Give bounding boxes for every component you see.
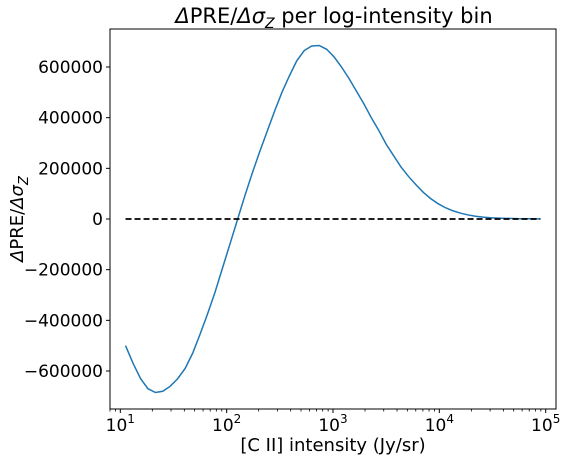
x-tick-label: 105 <box>531 412 560 436</box>
y-axis-label: ΔPRE/ΔσZ <box>7 175 32 264</box>
svg-text:ΔPRE/ΔσZ: ΔPRE/ΔσZ <box>7 175 32 264</box>
y-tick-label: 0 <box>92 210 103 230</box>
y-axis: 600000 400000 200000 0 −200000 −400000 −600000 <box>24 58 110 382</box>
chart-title: ΔPRE/ΔσZ per log-intensity bin <box>173 4 492 32</box>
y-tick-label: −200000 <box>24 261 103 281</box>
ylabel-delta-2: Δ <box>7 196 28 210</box>
series-layer <box>124 44 541 394</box>
x-axis: 101 102 103 104 105 <box>106 409 560 436</box>
ylabel-delta-1: Δ <box>7 250 28 264</box>
y-tick-label: 400000 <box>38 109 103 129</box>
x-tick-label: 101 <box>106 412 135 436</box>
x-axis-label: [C II] intensity (Jy/sr) <box>240 435 425 456</box>
y-tick-label: −400000 <box>24 311 103 331</box>
title-delta-2: Δ <box>235 4 251 28</box>
ylabel-sigma-subscript: Z <box>17 175 32 186</box>
delta-pre-curve <box>124 44 541 394</box>
ylabel-sigma: σ <box>7 184 28 196</box>
title-suffix: per log-intensity bin <box>275 4 493 28</box>
title-pre: PRE/ <box>190 4 239 28</box>
svg-text:ΔPRE/ΔσZ per log-intensity bin: ΔPRE/ΔσZ per log-intensity bin <box>173 4 492 32</box>
ylabel-pre: PRE/ <box>7 208 28 250</box>
x-tick-label: 103 <box>318 412 347 436</box>
y-tick-label: −600000 <box>24 362 103 382</box>
x-tick-label: 104 <box>425 412 454 436</box>
title-sigma-subscript: Z <box>264 16 275 32</box>
title-delta-1: Δ <box>173 4 189 28</box>
title-sigma: σ <box>252 4 266 28</box>
y-tick-label: 200000 <box>38 159 103 179</box>
x-tick-label: 102 <box>212 412 241 436</box>
y-tick-label: 600000 <box>38 58 103 78</box>
